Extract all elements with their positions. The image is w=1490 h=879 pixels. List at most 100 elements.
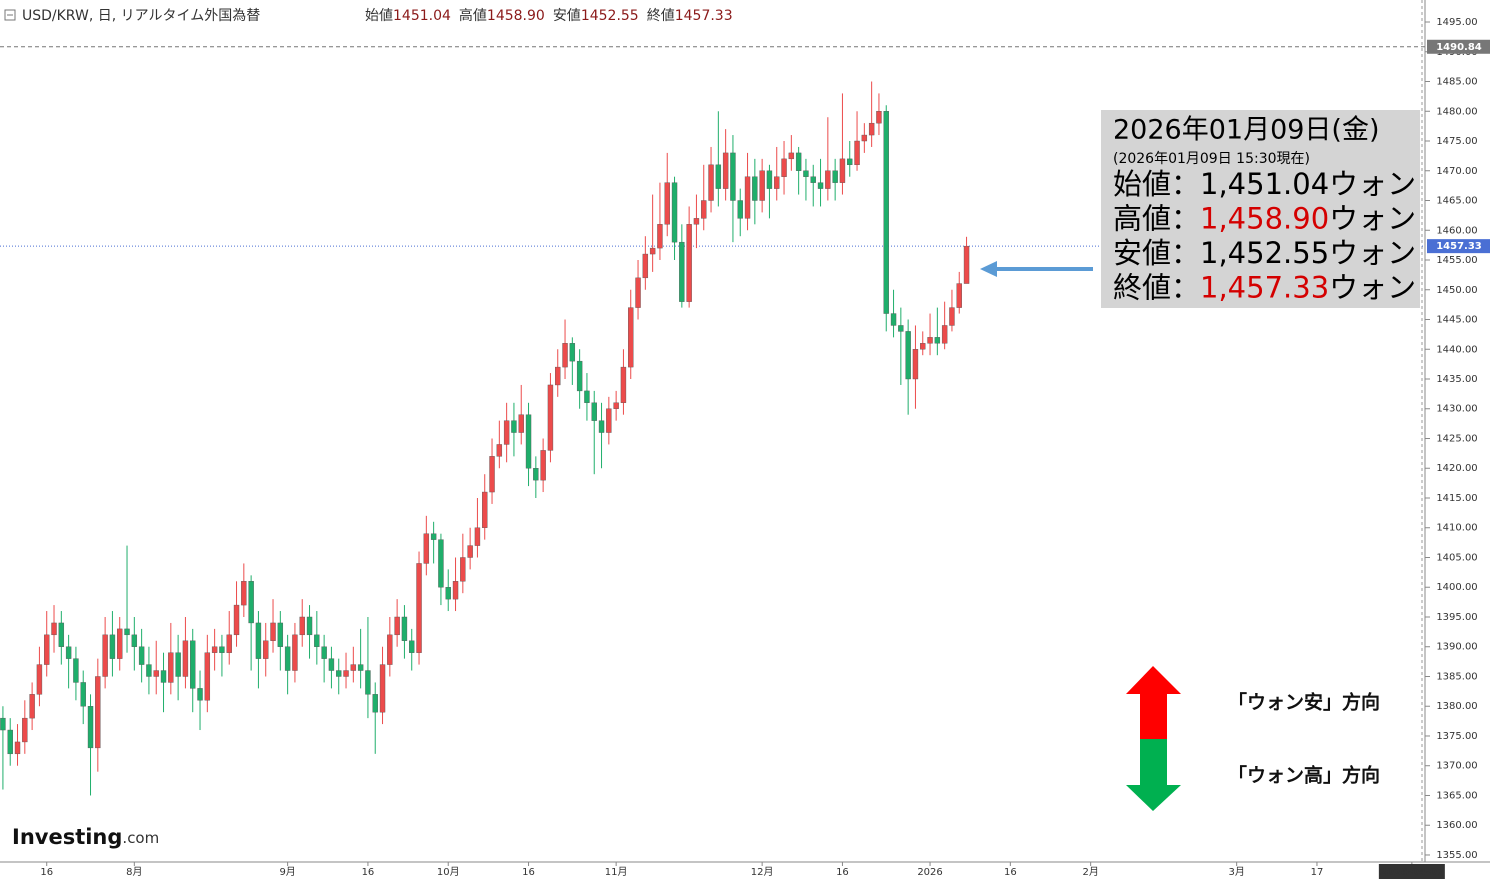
logo-suffix: .com (122, 829, 159, 847)
candle-body (255, 622, 262, 659)
candle-body (328, 658, 335, 671)
price-label: 1457.33 (1436, 241, 1482, 252)
annotation: 2026年01月09日(金) (2026年01月09日 15:30現在) 始値：… (1101, 110, 1420, 308)
ohlc-label: 安値 (553, 8, 581, 24)
y-tick-label: 1460.00 (1436, 225, 1477, 236)
candle-body (686, 224, 692, 302)
y-tick-label: 1410.00 (1436, 523, 1477, 534)
candle-body (124, 628, 130, 636)
candle-body (759, 170, 765, 201)
annotation-label: 始値： (1113, 167, 1200, 201)
candle-body (956, 283, 962, 308)
candle-body (160, 670, 167, 683)
candle-body (912, 349, 919, 380)
y-tick-label: 1405.00 (1436, 552, 1477, 563)
candle-body (854, 140, 860, 166)
x-tick-label: 16 (522, 867, 535, 878)
candle-body (525, 414, 532, 469)
y-tick-label: 1360.00 (1436, 820, 1477, 831)
candle-body (241, 581, 247, 606)
candle-body (671, 182, 678, 243)
candle-body (496, 444, 503, 457)
candle-body (730, 152, 736, 201)
candle-body (153, 670, 159, 677)
annotation-value: 1,452.55 (1200, 236, 1329, 270)
candle-body (839, 158, 846, 183)
annotation-label: 終値： (1113, 271, 1200, 305)
candle-body (562, 343, 568, 368)
pointer-arrowhead (980, 261, 997, 277)
candle-body (343, 670, 349, 677)
x-tick-label: 17 (1311, 867, 1324, 878)
y-tick-label: 1480.00 (1436, 106, 1477, 117)
candle-body (934, 337, 941, 344)
candle-body (95, 676, 101, 749)
y-tick-label: 1385.00 (1436, 671, 1477, 682)
candle-body (861, 134, 868, 142)
x-tick-label: 3月 (1228, 866, 1244, 878)
candle-body (898, 325, 904, 332)
x-tick-label: 16 (40, 867, 53, 878)
y-tick-label: 1435.00 (1436, 374, 1477, 385)
candle-body (394, 616, 400, 636)
y-tick-label: 1370.00 (1436, 761, 1477, 772)
candle-body (598, 420, 605, 433)
candle-body (387, 634, 393, 665)
candle-body (416, 563, 422, 653)
ohlc-label: 始値 (365, 8, 393, 24)
ohlc-value: 1458.90 (487, 8, 545, 24)
price-label-box (1427, 39, 1490, 54)
candle-body (795, 152, 802, 171)
candle-body (788, 152, 795, 160)
x-tick-label: 2026-04-07 (1380, 867, 1444, 878)
direction-label: 「ウォン高」方向 (1228, 764, 1380, 787)
candle-body (883, 111, 889, 314)
annotation-row: 始値：1,451.04ウォン (1113, 167, 1416, 201)
candle-body (482, 491, 488, 528)
candle-body (138, 646, 145, 665)
y-tick-label: 1495.00 (1436, 17, 1477, 28)
candle-body (949, 307, 955, 326)
candle-body (642, 253, 649, 279)
candle-body (693, 218, 700, 225)
candle-body (51, 622, 57, 636)
x-tick-label: 11月 (605, 866, 628, 878)
annotation-asof: (2026年01月09日 15:30現在) (1113, 151, 1310, 167)
candle-body (117, 628, 123, 659)
candle-body (14, 741, 21, 755)
candle-body (569, 343, 576, 362)
symbol-title: USD/KRW, 日, リアルタイム外国為替 (22, 8, 260, 24)
candle-body (817, 182, 824, 189)
annotation-unit: ウォン (1329, 167, 1416, 201)
x-tick-label: 16 (362, 867, 375, 878)
candle-body (744, 176, 751, 219)
candle-body (701, 200, 707, 219)
x-tick-label-box (1378, 864, 1445, 879)
candle-body (752, 176, 758, 201)
candle-body (44, 634, 50, 665)
y-tick-label: 1390.00 (1436, 642, 1477, 653)
annotation-value: 1,458.90 (1200, 202, 1329, 236)
x-tick-label: 10月 (437, 866, 460, 878)
direction-label: 「ウォン安」方向 (1228, 691, 1380, 714)
price-label-box (1427, 239, 1490, 254)
candle-body (722, 152, 729, 189)
candle-body (73, 658, 79, 683)
y-tick-label: 1430.00 (1436, 404, 1477, 415)
y-tick-label: 1440.00 (1436, 344, 1477, 355)
ohlc-value: 1457.33 (675, 8, 733, 24)
candle-body (533, 468, 539, 481)
y-tick-label: 1355.00 (1436, 850, 1477, 861)
candle-body (649, 247, 656, 255)
candle-body (445, 587, 451, 600)
candle-body (474, 527, 481, 546)
ohlc-value: 1451.04 (393, 8, 451, 24)
annotation-unit: ウォン (1329, 202, 1416, 236)
candle-body (868, 122, 875, 136)
y-tick-label: 1395.00 (1436, 612, 1477, 623)
candle-body (226, 634, 232, 653)
ohlc-label: 高値 (459, 7, 487, 24)
candle-body (847, 158, 853, 166)
candle-body (336, 670, 342, 677)
candle-body (635, 277, 641, 308)
